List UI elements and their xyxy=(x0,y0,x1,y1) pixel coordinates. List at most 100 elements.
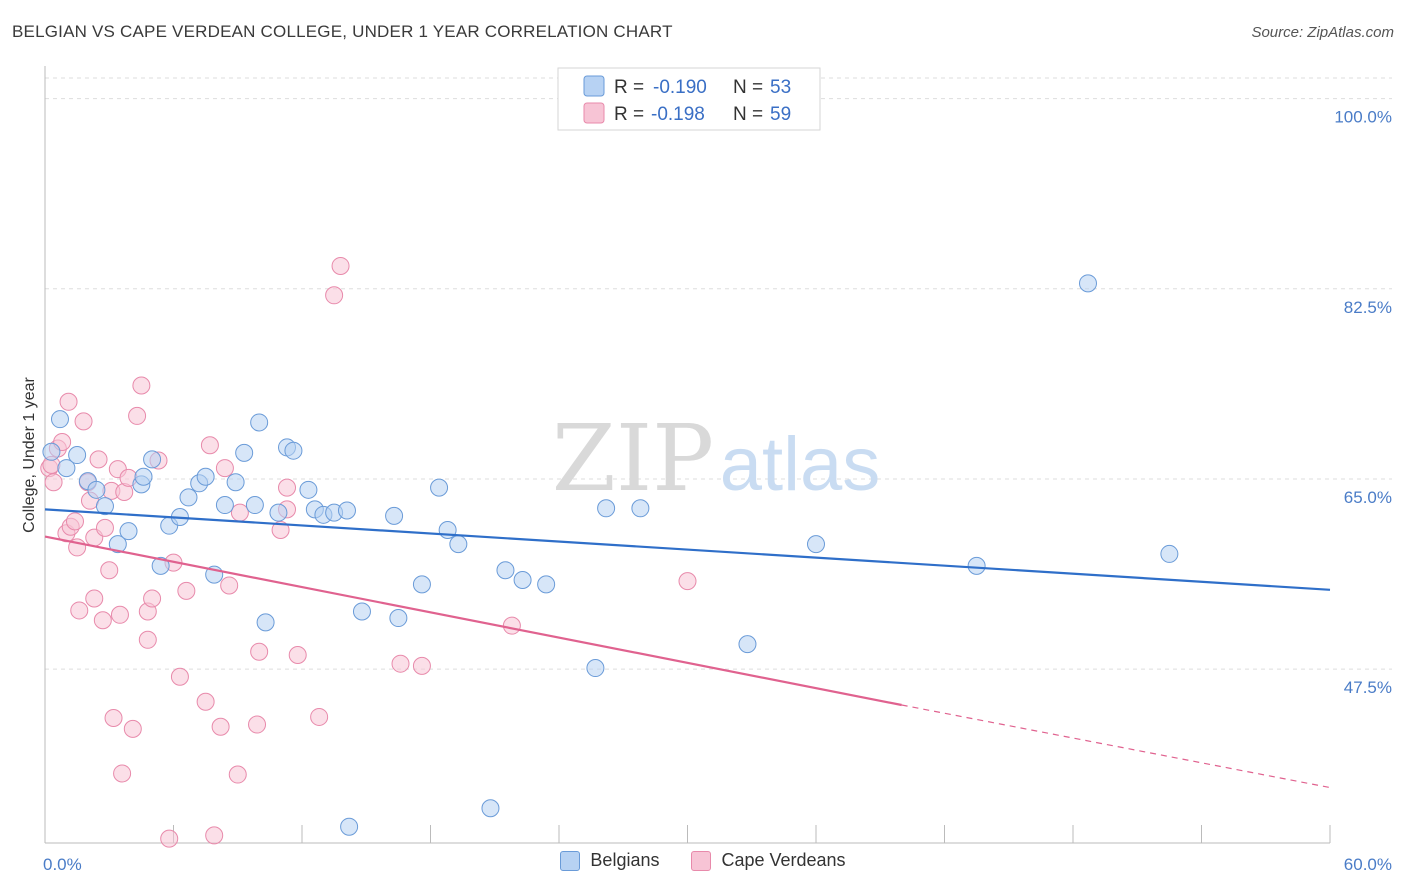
y-axis-title: College, Under 1 year xyxy=(21,377,38,533)
cape-verdeans-point xyxy=(93,611,112,630)
watermark-atlas: atlas xyxy=(720,422,881,507)
belgians-point xyxy=(151,556,170,575)
belgians-point xyxy=(245,496,264,515)
belgians-point xyxy=(586,659,605,678)
cape-verdeans-point xyxy=(211,717,230,736)
belgians-point xyxy=(235,443,254,462)
belgians-point xyxy=(256,613,275,632)
chart-title: BELGIAN VS CAPE VERDEAN COLLEGE, UNDER 1… xyxy=(12,22,673,41)
legend-swatch-belgians xyxy=(560,850,581,871)
belgians-trend-line xyxy=(44,508,1331,591)
cape-verdeans-point xyxy=(325,286,344,305)
series-legend: Belgians Cape Verdeans xyxy=(0,850,1406,871)
cape-verdeans-point xyxy=(110,605,129,624)
belgians-point xyxy=(250,413,269,432)
cape-verdeans-point xyxy=(278,478,297,497)
cape-verdeans-point xyxy=(70,601,89,620)
belgians-point xyxy=(597,499,616,518)
cape-verdeans-point xyxy=(412,656,431,675)
trend-lines xyxy=(44,508,1331,789)
cape-verdeans-point xyxy=(65,512,84,531)
cape-verdeans-point xyxy=(200,436,219,455)
legend-r-label-pink: R = xyxy=(614,104,644,125)
belgians-point xyxy=(738,635,757,654)
belgians-point xyxy=(143,450,162,469)
belgians-point xyxy=(42,442,61,461)
legend-n-label-pink: N = xyxy=(733,104,763,125)
belgians-point xyxy=(513,571,532,590)
belgians-point xyxy=(108,535,127,554)
y-tick-label: 47.5% xyxy=(1344,678,1392,697)
cape-verdeans-point xyxy=(228,765,247,784)
cape-verdeans-point xyxy=(85,589,104,608)
chart-source: Source: ZipAtlas.com xyxy=(1251,24,1394,41)
watermark-zip: ZIP xyxy=(552,405,714,512)
cape-verdeans-point xyxy=(391,654,410,673)
belgians-point xyxy=(631,499,650,518)
x-tick-label: 0.0% xyxy=(43,855,82,874)
belgians-point xyxy=(87,480,106,499)
belgians-point xyxy=(496,561,515,580)
cape-verdeans-point xyxy=(310,707,329,726)
belgians-point xyxy=(269,503,288,522)
legend-item-belgians: Belgians xyxy=(560,850,659,871)
belgians-points xyxy=(42,274,1179,836)
cape-verdeans-point xyxy=(196,692,215,711)
belgians-point xyxy=(1078,274,1097,293)
cape-verdeans-point xyxy=(215,459,234,478)
axes: 100.0% 82.5% 65.0% 47.5% 0.0% 60.0% xyxy=(43,66,1392,874)
watermark: ZIP atlas xyxy=(552,405,880,512)
cape-verdeans-point xyxy=(44,473,63,492)
belgians-point xyxy=(196,467,215,486)
belgians-point xyxy=(226,473,245,492)
cape-verdeans-point xyxy=(104,709,123,728)
cape-verdeans-point xyxy=(123,719,142,738)
cape-verdeans-point xyxy=(128,406,147,425)
belgians-point xyxy=(430,478,449,497)
legend-r-value-blue: -0.190 xyxy=(653,77,707,98)
cape-verdeans-point xyxy=(74,412,93,431)
cape-verdeans-point xyxy=(59,392,78,411)
legend-n-value-pink: 59 xyxy=(770,104,791,125)
cape-verdeans-point xyxy=(177,581,196,600)
belgians-point xyxy=(352,602,371,621)
belgians-point xyxy=(50,410,69,429)
belgians-point xyxy=(299,480,318,499)
cape-verdeans-point xyxy=(89,450,108,469)
cape-verdeans-point xyxy=(143,589,162,608)
y-tick-label: 65.0% xyxy=(1344,488,1392,507)
legend-swatch-pink xyxy=(583,102,605,124)
belgians-point xyxy=(967,556,986,575)
belgians-point xyxy=(340,817,359,836)
belgians-point xyxy=(1160,544,1179,563)
cape-verdeans-point xyxy=(230,503,249,522)
belgians-point xyxy=(134,467,153,486)
belgians-point xyxy=(57,459,76,478)
x-tick-label: 60.0% xyxy=(1344,855,1392,874)
cape-verdeans-point xyxy=(502,616,521,635)
cape-verdeans-trend-line xyxy=(44,535,902,707)
belgians-point xyxy=(337,501,356,520)
cape-verdeans-point xyxy=(100,561,119,580)
cape-verdeans-point xyxy=(331,256,350,275)
cape-verdeans-point xyxy=(138,630,157,649)
belgians-point xyxy=(284,441,303,460)
legend-r-label-blue: R = xyxy=(614,77,644,98)
legend-n-value-blue: 53 xyxy=(770,77,791,98)
cape-verdeans-point xyxy=(271,521,290,540)
y-tick-label: 100.0% xyxy=(1334,108,1392,127)
cape-verdeans-point xyxy=(250,642,269,661)
cape-verdeans-point xyxy=(160,829,179,848)
cape-verdeans-point xyxy=(95,518,114,537)
belgians-point xyxy=(215,496,234,515)
legend-n-label-blue: N = xyxy=(733,77,763,98)
belgians-point xyxy=(119,522,138,541)
belgians-point xyxy=(412,575,431,594)
belgians-point xyxy=(68,446,87,465)
cape-verdeans-point xyxy=(205,826,224,845)
legend-swatch-cape-verdeans xyxy=(691,850,712,871)
cape-verdeans-point xyxy=(288,645,307,664)
legend-item-cape-verdeans: Cape Verdeans xyxy=(691,850,846,871)
belgians-point xyxy=(807,535,825,554)
